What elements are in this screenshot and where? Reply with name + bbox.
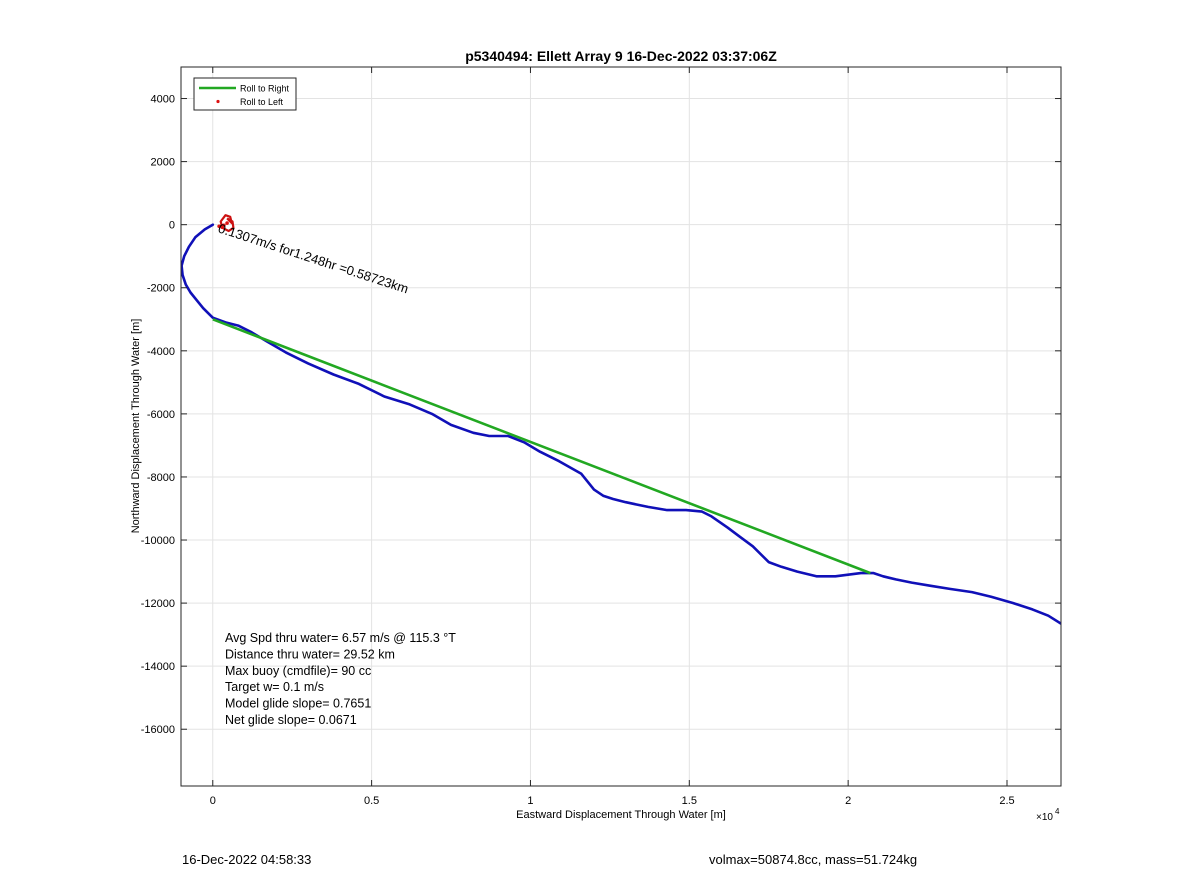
y-tick-label: -2000 (147, 283, 175, 295)
x-tick-label: 2 (845, 795, 851, 807)
stats-line: Net glide slope= 0.0671 (225, 713, 357, 727)
x-tick-label: 2.5 (999, 795, 1014, 807)
y-tick-label: 4000 (151, 94, 175, 106)
x-tick-label: 1 (527, 795, 533, 807)
y-tick-label: -16000 (141, 724, 175, 736)
surface-drift-loop (219, 214, 235, 233)
footer-volmax-mass: volmax=50874.8cc, mass=51.724kg (709, 852, 918, 867)
plot-frame (180, 66, 1062, 787)
stats-line: Target w= 0.1 m/s (225, 680, 324, 694)
stats-line: Max buoy (cmdfile)= 90 cc (225, 664, 371, 678)
x-tick-label: 1.5 (682, 795, 697, 807)
y-axis-label: Northward Displacement Through Water [m] (130, 319, 142, 534)
roll-to-left-point (222, 223, 226, 228)
stats-line: Model glide slope= 0.7651 (225, 697, 371, 711)
axis-ticks: 0 0.5 1 1.5 2 2.5 4000 2000 0 -2000 -4000 -6000 -800… (141, 67, 1061, 807)
stats-annotation: Avg Spd thru water= 6.57 m/s @ 115.3 °T D… (225, 631, 456, 727)
stats-line: Avg Spd thru water= 6.57 m/s @ 115.3 °T (225, 631, 456, 645)
y-tick-label: -10000 (141, 535, 175, 547)
roll-to-left-point (217, 224, 221, 229)
roll-to-left-point (225, 221, 229, 225)
legend-dot-swatch (216, 99, 220, 104)
y-tick-label: -6000 (147, 409, 175, 421)
x-axis-label: Eastward Displacement Through Water [m] (516, 809, 726, 821)
y-tick-label: 0 (169, 220, 175, 232)
y-tick-label: -12000 (141, 598, 175, 610)
stats-line: Distance thru water= 29.52 km (225, 647, 395, 661)
x-tick-label: 0.5 (364, 795, 379, 807)
glider-track-line (181, 223, 1061, 625)
y-tick-label: -8000 (147, 472, 175, 484)
legend-label: Roll to Right (240, 84, 290, 94)
footer-timestamp: 16-Dec-2022 04:58:33 (182, 852, 312, 867)
svg-text:4: 4 (1055, 807, 1060, 816)
legend-box (193, 77, 297, 111)
x-tick-label: 0 (210, 795, 216, 807)
legend-label: Roll to Left (240, 97, 284, 107)
legend: Roll to Right Roll to Left (193, 77, 297, 111)
chart-title: p5340494: Ellett Array 9 16-Dec-2022 03:… (465, 48, 777, 64)
svg-text:×10: ×10 (1036, 812, 1053, 823)
y-tick-label: -4000 (147, 346, 175, 358)
y-tick-label: -14000 (141, 661, 175, 673)
roll-to-right-line (212, 318, 871, 575)
x-exponent-label: ×10 4 (1036, 807, 1060, 823)
y-tick-label: 2000 (151, 157, 175, 169)
